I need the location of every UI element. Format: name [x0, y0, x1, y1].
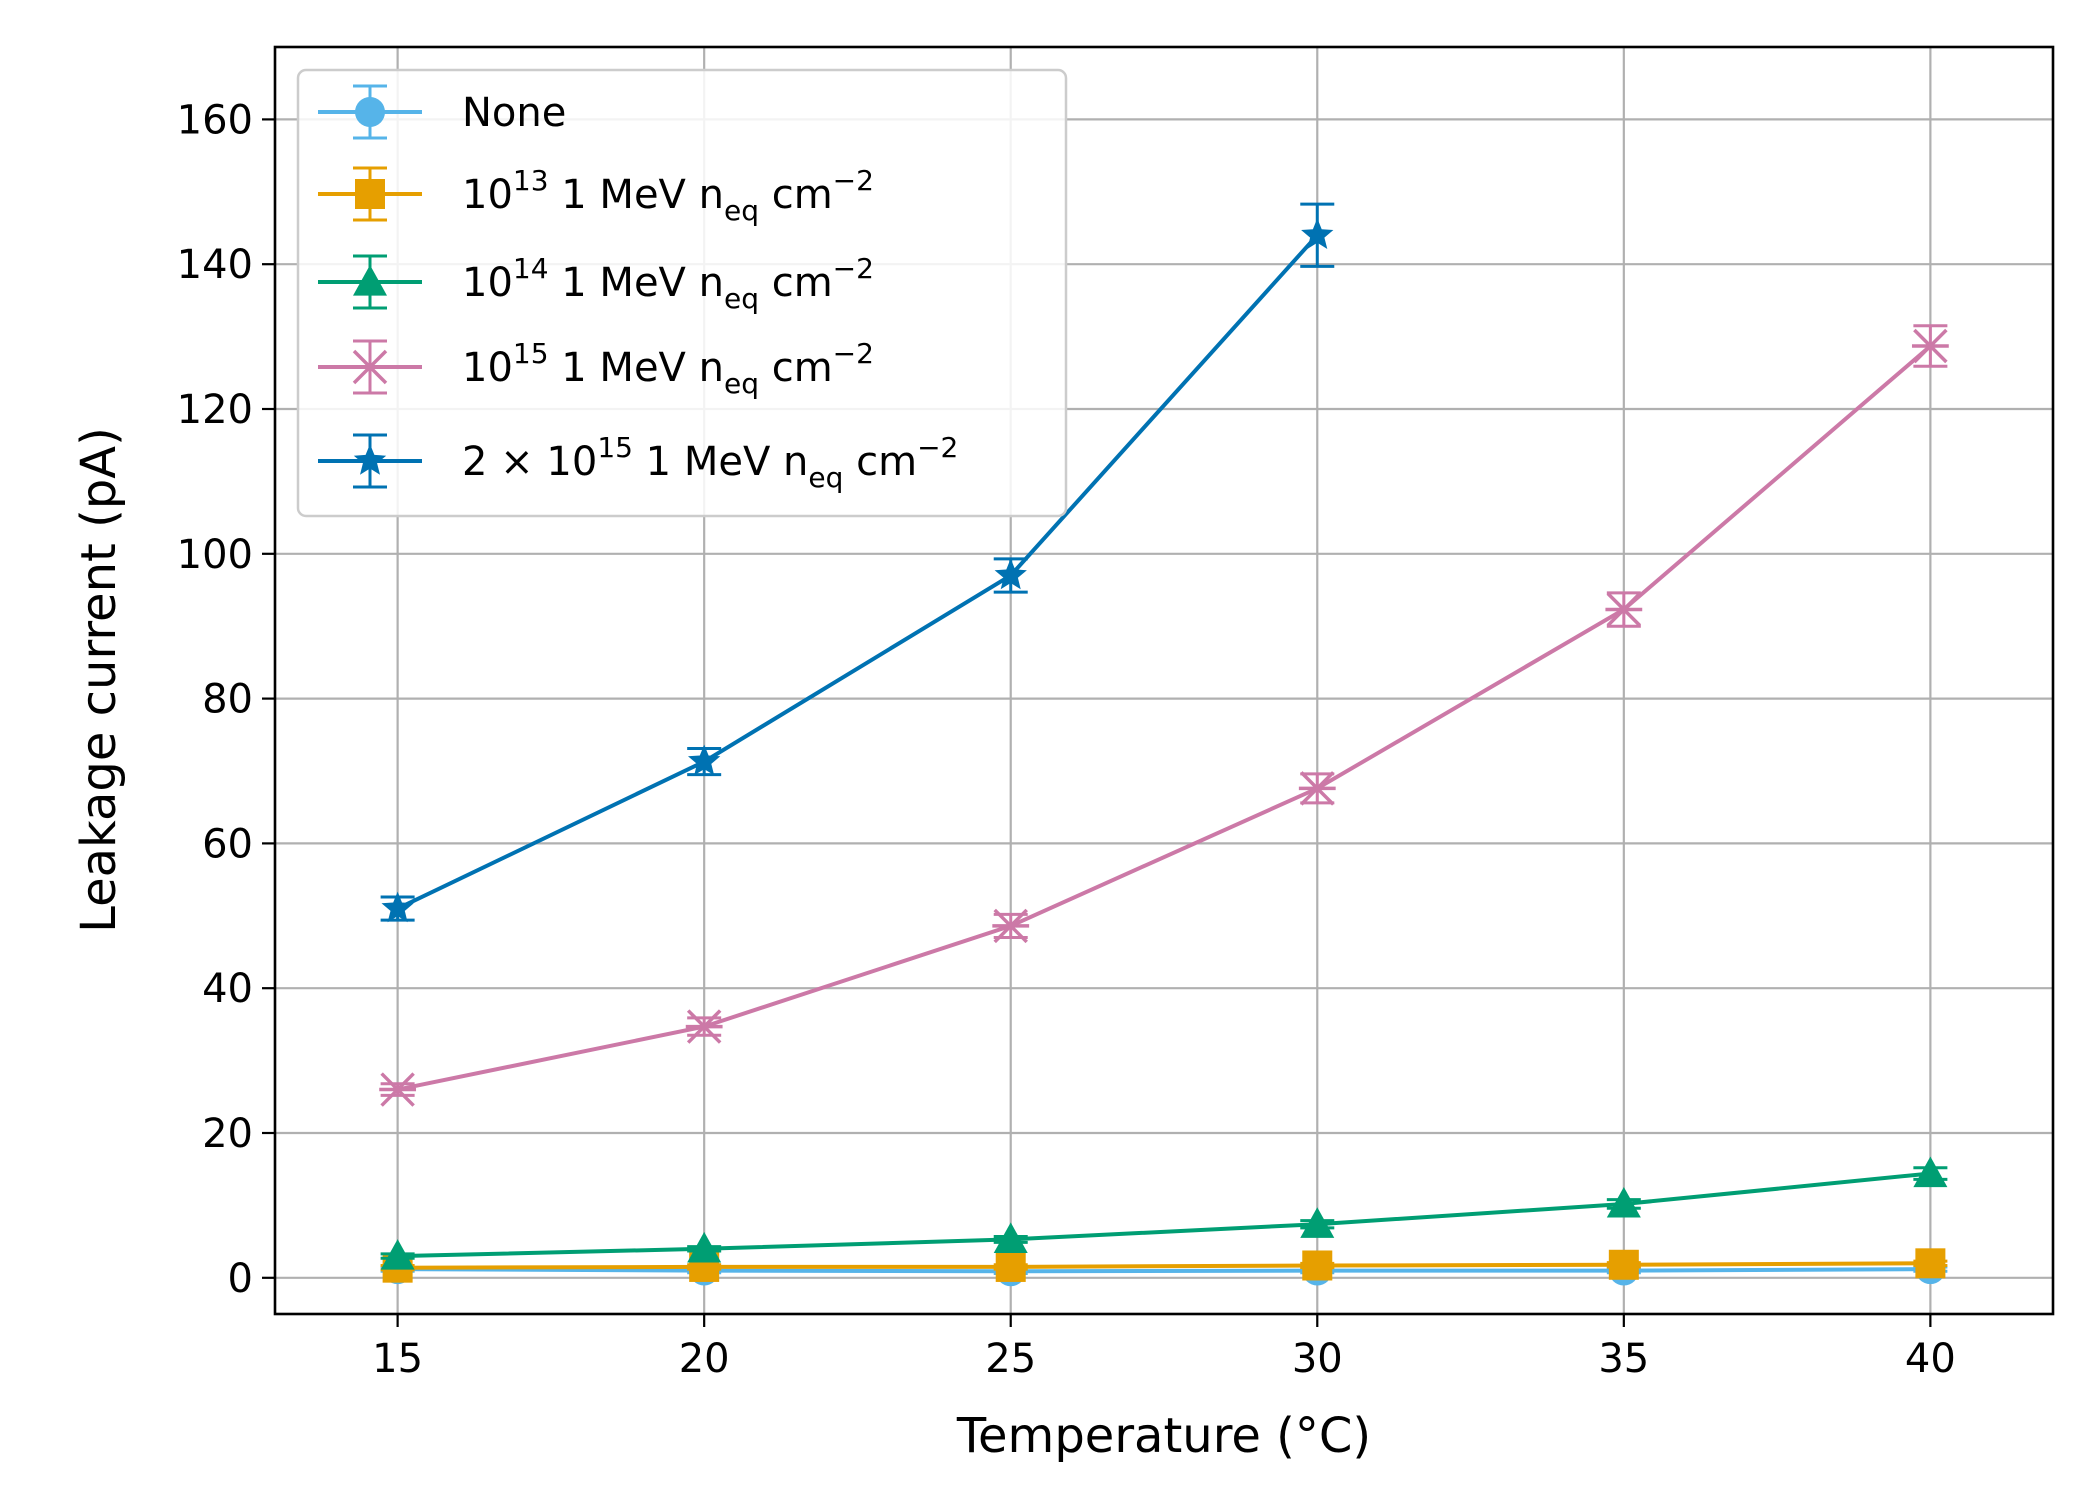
- series-line: [397, 1261, 1931, 1270]
- legend-label: None: [462, 90, 566, 136]
- legend-entry-0: None: [318, 84, 566, 140]
- y-tick-label: 100: [177, 532, 253, 578]
- star-marker: [1301, 218, 1334, 249]
- legend-entry-1: 1013 1 MeV neq cm−2: [318, 164, 874, 227]
- star-marker: [994, 558, 1027, 590]
- series-3: [379, 324, 1949, 1107]
- y-tick-label: 120: [177, 387, 253, 433]
- star-marker: [688, 744, 721, 776]
- y-tick-label: 80: [202, 677, 253, 723]
- series-line: [397, 1171, 1931, 1259]
- axis-ticks: 15 20 25 30 35 40 0 20 40 60 80 100 120 140 160: [177, 97, 1956, 1382]
- legend-subscript: eq: [724, 367, 759, 400]
- x-tick-label: 35: [1598, 1336, 1649, 1382]
- cross-marker: [685, 1009, 723, 1044]
- triangle-marker: [1300, 1207, 1335, 1238]
- legend-subscript: eq: [724, 282, 759, 315]
- triangle-marker: [1913, 1156, 1948, 1188]
- legend-unit: 1 MeV n: [549, 172, 724, 218]
- legend-label: 1014 1 MeV neq cm−2: [462, 252, 874, 315]
- legend-subscript: eq: [724, 194, 759, 227]
- legend-exponent: 15: [513, 337, 549, 370]
- x-tick-label: 15: [372, 1336, 423, 1382]
- star-marker: [381, 891, 414, 923]
- star-marker: [353, 444, 387, 475]
- series-1: [380, 1248, 1948, 1283]
- square-marker: [1302, 1250, 1333, 1281]
- square-marker: [1915, 1248, 1946, 1279]
- y-tick-label: 20: [202, 1111, 253, 1157]
- y-tick-label: 160: [177, 97, 253, 143]
- series-line: [397, 1267, 1931, 1274]
- legend-exponent: 15: [597, 431, 633, 464]
- legend-label: 1015 1 MeV neq cm−2: [462, 337, 874, 400]
- legend-exponent: 13: [513, 164, 549, 197]
- legend-unit-exponent: −2: [833, 252, 874, 285]
- legend-unit-cm: cm: [759, 260, 833, 306]
- triangle-marker: [687, 1231, 722, 1263]
- legend-frame: [296, 68, 1068, 518]
- circle-marker: [355, 97, 385, 127]
- square-marker: [995, 1251, 1026, 1282]
- x-tick-label: 30: [1292, 1336, 1343, 1382]
- cross-marker: [379, 1072, 417, 1107]
- legend-entry-2: 1014 1 MeV neq cm−2: [318, 252, 874, 315]
- triangle-marker: [380, 1239, 415, 1270]
- y-axis-label: Leakage current (pA): [71, 427, 127, 933]
- series-line: [397, 344, 1932, 1092]
- y-tick-label: 40: [202, 966, 253, 1012]
- legend-base: 10: [462, 260, 513, 306]
- legend-base: 10: [546, 439, 597, 485]
- legend-unit-exponent: −2: [833, 337, 874, 370]
- y-tick-label: 60: [202, 821, 253, 867]
- triangle-marker: [993, 1222, 1028, 1254]
- legend-entry-3: 1015 1 MeV neq cm−2: [318, 337, 874, 400]
- y-tick-label: 0: [228, 1256, 253, 1302]
- legend-base: 10: [462, 172, 513, 218]
- legend-exponent: 14: [513, 252, 549, 285]
- y-tick-label: 140: [177, 242, 253, 288]
- square-marker: [1608, 1249, 1639, 1280]
- legend-subscript: eq: [808, 461, 843, 494]
- legend-unit: 1 MeV n: [633, 439, 808, 485]
- cross-marker: [992, 908, 1030, 944]
- cross-marker: [351, 349, 389, 385]
- legend-prefix: 2 ×: [462, 439, 546, 485]
- cross-marker: [1911, 328, 1949, 364]
- x-tick-label: 40: [1905, 1336, 1956, 1382]
- legend-unit: 1 MeV n: [549, 260, 724, 306]
- triangle-marker: [1606, 1186, 1641, 1218]
- legend-entry-4: 2 × 1015 1 MeV neq cm−2: [318, 431, 958, 494]
- legend-unit-exponent: −2: [833, 164, 874, 197]
- legend-label: 2 × 1015 1 MeV neq cm−2: [462, 431, 958, 494]
- legend-base: 10: [462, 345, 513, 391]
- cross-marker: [1298, 771, 1336, 806]
- legend-unit-cm: cm: [759, 345, 833, 391]
- cross-marker: [1605, 592, 1643, 627]
- legend-unit-cm: cm: [759, 172, 833, 218]
- legend-unit-cm: cm: [843, 439, 917, 485]
- x-tick-label: 25: [985, 1336, 1036, 1382]
- square-marker: [355, 179, 385, 209]
- plot-series: [379, 202, 1949, 1287]
- triangle-marker: [353, 265, 387, 296]
- series-line: [396, 233, 1319, 911]
- legend-unit: 1 MeV n: [549, 345, 724, 391]
- plot-frame: [273, 45, 2055, 1316]
- x-axis-label: Temperature (°C): [956, 1408, 1371, 1464]
- x-tick-label: 20: [679, 1336, 730, 1382]
- series-4: [380, 202, 1335, 923]
- legend-label: 1013 1 MeV neq cm−2: [462, 164, 874, 227]
- series-2: [380, 1156, 1948, 1270]
- legend-unit-exponent: −2: [917, 431, 958, 464]
